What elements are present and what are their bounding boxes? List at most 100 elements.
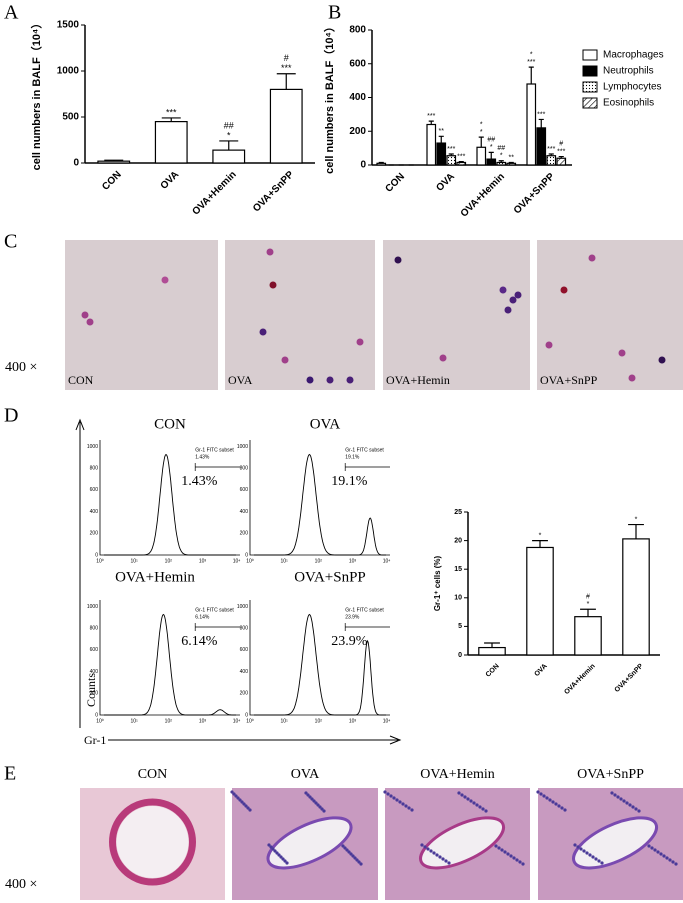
inflammatory-cell bbox=[631, 805, 635, 809]
inflammatory-cell bbox=[653, 848, 657, 852]
y-axis-label: cell numbers in BALF（10⁴） bbox=[323, 21, 336, 174]
inflammatory-cell bbox=[353, 856, 357, 860]
significance-label: # bbox=[586, 593, 590, 600]
inflammatory-cell bbox=[271, 847, 275, 851]
flow-y-tick-label: 600 bbox=[90, 647, 99, 653]
cell bbox=[266, 248, 274, 256]
significance-label: # bbox=[559, 141, 563, 148]
histogram-curve bbox=[104, 613, 236, 716]
airway-wall bbox=[109, 798, 196, 886]
flow-x-tick-label: 10² bbox=[165, 718, 173, 724]
flow-x-tick-label: 10¹ bbox=[281, 558, 289, 564]
flow-y-tick-label: 800 bbox=[90, 466, 99, 472]
flow-x-tick-label: 10⁴ bbox=[383, 558, 391, 564]
cell bbox=[161, 276, 169, 284]
inflammatory-cell bbox=[438, 855, 442, 859]
inflammatory-cell bbox=[619, 797, 623, 801]
histogram-curve bbox=[104, 453, 236, 556]
significance-label: * bbox=[500, 153, 503, 160]
x-tick-label: CON bbox=[485, 663, 501, 679]
inflammatory-cell bbox=[551, 800, 555, 804]
bar bbox=[526, 83, 537, 166]
flow-x-tick-label: 10² bbox=[165, 558, 173, 564]
x-tick-label: OVA+SnPP bbox=[512, 171, 557, 216]
significance-label: ## bbox=[487, 136, 495, 143]
cell bbox=[658, 356, 666, 364]
inflammatory-cell bbox=[518, 860, 522, 864]
y-tick-label: 1000 bbox=[57, 66, 80, 77]
significance-label: ## bbox=[497, 145, 505, 152]
inflammatory-cell bbox=[512, 856, 516, 860]
significance-label: *** bbox=[166, 107, 177, 117]
gate bbox=[344, 623, 390, 631]
airway-lumen bbox=[572, 816, 659, 870]
gate-percent: 6.14% bbox=[181, 634, 218, 649]
micrograph-title: CON bbox=[138, 767, 168, 782]
flow-y-tick-label: 0 bbox=[95, 712, 98, 718]
flow-y-tick-label: 0 bbox=[245, 552, 248, 558]
airway-lumen bbox=[266, 816, 353, 870]
inflammatory-cell bbox=[349, 852, 353, 856]
inflammatory-cell bbox=[401, 802, 405, 806]
legend-swatch bbox=[582, 49, 598, 61]
inflammatory-cell bbox=[423, 845, 427, 849]
flow-title: OVA+Hemin bbox=[115, 569, 195, 585]
inflammatory-cell bbox=[320, 807, 324, 811]
flow-y-tick-label: 800 bbox=[240, 466, 249, 472]
gate-label: Gr-1 FITC subset bbox=[195, 447, 234, 453]
flow-y-tick-label: 400 bbox=[240, 669, 249, 675]
y-tick-label: 600 bbox=[349, 58, 366, 69]
x-tick-label: CON bbox=[100, 169, 124, 193]
error-bar bbox=[532, 540, 548, 548]
error-bar bbox=[528, 66, 534, 84]
inflammatory-cell bbox=[318, 805, 322, 809]
inflammatory-cell bbox=[246, 806, 250, 810]
flow-x-tick-label: 10³ bbox=[349, 718, 357, 724]
bar bbox=[536, 127, 547, 166]
flow-x-tick-label: 10² bbox=[315, 718, 323, 724]
inflammatory-cell bbox=[398, 800, 402, 804]
flow-axes bbox=[249, 600, 390, 716]
inflammatory-cell bbox=[613, 793, 617, 797]
y-tick-label: 0 bbox=[73, 158, 79, 169]
inflammatory-cell bbox=[230, 790, 234, 794]
gate-percent-small: 23.9% bbox=[345, 614, 360, 620]
flow-x-tick-label: 10⁰ bbox=[246, 558, 254, 564]
y-tick-label: 0 bbox=[360, 160, 366, 171]
counts-arrow bbox=[75, 418, 85, 728]
error-bar bbox=[448, 153, 454, 156]
inflammatory-cell bbox=[312, 799, 316, 803]
inflammatory-cell bbox=[668, 858, 672, 862]
significance-label: * bbox=[587, 601, 590, 608]
flow-y-tick-label: 400 bbox=[90, 669, 99, 675]
legend-label: Neutrophils bbox=[603, 66, 654, 77]
inflammatory-cell bbox=[536, 790, 540, 794]
micrograph-label: OVA bbox=[228, 373, 253, 387]
flow-y-tick-label: 1000 bbox=[87, 444, 98, 450]
error-bar bbox=[378, 161, 384, 164]
inflammatory-cell bbox=[548, 798, 552, 802]
inflammatory-cell bbox=[441, 857, 445, 861]
bar bbox=[574, 616, 602, 656]
inflammatory-cell bbox=[497, 846, 501, 850]
inflammatory-cell bbox=[628, 803, 632, 807]
inflammatory-cell bbox=[484, 809, 488, 813]
flow-x-tick-label: 10¹ bbox=[131, 558, 139, 564]
error-bar bbox=[478, 136, 484, 148]
cell bbox=[628, 374, 636, 382]
flow-y-tick-label: 200 bbox=[240, 531, 249, 537]
flow-x-tick-label: 10⁰ bbox=[96, 558, 104, 564]
inflammatory-cell bbox=[579, 847, 583, 851]
panel-label: D bbox=[4, 405, 18, 427]
cell bbox=[394, 256, 402, 264]
y-tick-label: 15 bbox=[454, 566, 462, 573]
inflammatory-cell bbox=[647, 844, 651, 848]
inflammatory-cell bbox=[481, 807, 485, 811]
bar bbox=[97, 160, 131, 164]
inflammatory-cell bbox=[355, 858, 359, 862]
legend-swatch bbox=[582, 65, 598, 77]
flow-x-tick-label: 10⁰ bbox=[246, 718, 254, 724]
error-bar bbox=[538, 118, 544, 128]
flow-y-axis-label: Counts bbox=[84, 673, 98, 707]
inflammatory-cell bbox=[659, 852, 663, 856]
